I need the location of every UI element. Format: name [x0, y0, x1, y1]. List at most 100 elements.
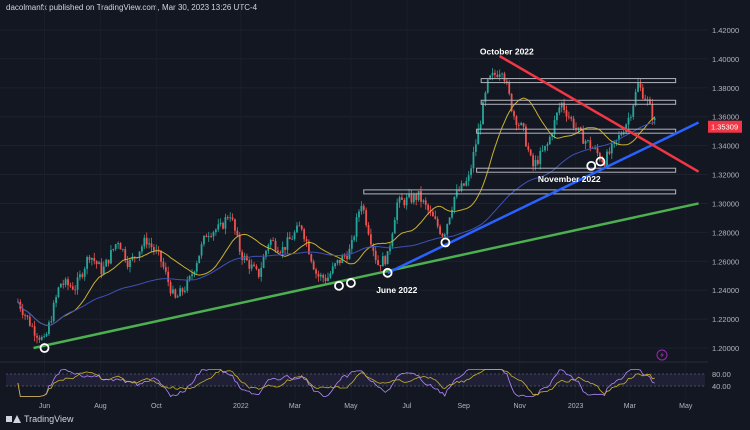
tradingview-footer[interactable]: TradingView	[6, 414, 74, 424]
candle-body	[238, 235, 241, 252]
candlestick-series	[17, 68, 656, 344]
candle-body	[548, 136, 551, 145]
candle-body	[558, 107, 561, 113]
candle-body	[596, 147, 599, 154]
candle-body	[525, 126, 527, 147]
candle-body	[520, 123, 523, 125]
candle-body	[482, 102, 484, 125]
candle-body	[102, 266, 105, 275]
price-tick-label: 1.36000	[712, 113, 739, 122]
candle-body	[236, 230, 239, 236]
time-tick-label: Oct	[151, 403, 162, 410]
footer-brand: TradingView	[24, 414, 74, 424]
price-tick-label: 1.22000	[712, 315, 739, 324]
candle-body	[606, 151, 608, 167]
candle-body	[391, 233, 394, 247]
candle-body	[200, 244, 203, 256]
touch-points	[39, 156, 606, 353]
candle-body	[465, 181, 468, 186]
candle-body	[186, 279, 189, 291]
candle-body	[298, 225, 301, 227]
candle-body	[513, 111, 515, 117]
candle-body	[544, 145, 546, 151]
candle-body	[265, 250, 267, 257]
candle-body	[219, 222, 222, 225]
candle-body	[517, 124, 520, 126]
candle-body	[503, 73, 506, 82]
candle-body	[367, 225, 370, 235]
time-tick-label: 2023	[568, 403, 584, 410]
price-tick-label: 1.30000	[712, 199, 739, 208]
candle-body	[141, 246, 143, 252]
candle-body	[319, 274, 322, 277]
time-axis: Jun Aug Oct 2022 Mar May Jul Sep Nov 2023 Mar May	[39, 403, 693, 410]
candle-body	[327, 277, 329, 282]
candle-body	[121, 249, 124, 251]
horizontal-level	[363, 189, 677, 195]
candle-body	[424, 200, 427, 205]
candle-body	[217, 224, 220, 230]
price-tick-label: 1.34000	[712, 142, 739, 151]
price-tick-label: 1.28000	[712, 228, 739, 237]
price-tick-label: 1.24000	[712, 286, 739, 295]
candle-body	[164, 267, 167, 272]
candle-body	[498, 74, 501, 77]
candle-body	[527, 146, 530, 150]
candle-body	[608, 151, 611, 154]
time-tick-label: Mar	[624, 403, 637, 410]
touch-point-marker	[334, 280, 344, 291]
candle-body	[40, 336, 43, 340]
candle-body	[272, 239, 275, 241]
candle-body	[67, 279, 69, 286]
candle-body	[308, 241, 310, 255]
lightning-icon	[656, 349, 668, 361]
green-support-line	[33, 202, 699, 350]
candle-body	[269, 239, 272, 245]
touch-point-marker	[382, 267, 393, 278]
candle-body	[496, 74, 499, 77]
candle-body	[644, 98, 647, 101]
time-tick-label: May	[679, 403, 693, 410]
candle-body	[334, 263, 337, 267]
candle-body	[90, 257, 93, 260]
oscillator-line	[17, 369, 655, 398]
candle-body	[176, 296, 179, 298]
candle-body	[434, 216, 437, 219]
oscillator-tick-label: 40.00	[712, 382, 731, 391]
candle-body	[50, 321, 53, 323]
candle-body	[193, 271, 196, 275]
moving-averages	[17, 97, 655, 326]
candle-body	[152, 247, 155, 251]
price-tick-label: 1.42000	[712, 26, 739, 35]
candle-body	[420, 191, 422, 202]
trendlines	[33, 54, 700, 350]
time-tick-label: May	[344, 403, 358, 410]
candle-body	[110, 249, 112, 264]
candle-body	[329, 273, 332, 278]
candle-body	[253, 264, 255, 267]
price-axis: 1.42000 1.40000 1.38000 1.36000 1.34000 1.320…	[708, 26, 742, 353]
candle-body	[286, 237, 289, 250]
candle-body	[381, 256, 384, 267]
candle-body	[174, 289, 177, 298]
candle-body	[293, 232, 296, 240]
candle-body	[453, 196, 456, 211]
oscillator-tick-label: 80.00	[712, 370, 731, 379]
time-tick-label: 2022	[233, 403, 249, 410]
candle-body	[594, 147, 597, 149]
candle-body	[81, 274, 84, 277]
candle-body	[145, 237, 148, 245]
candle-body	[436, 218, 439, 227]
candle-body	[441, 233, 444, 237]
candle-body	[119, 243, 122, 250]
candle-body	[241, 251, 244, 260]
candle-body	[214, 229, 217, 233]
candle-body	[639, 83, 642, 88]
candle-body	[36, 335, 38, 338]
candle-body	[439, 226, 441, 234]
candle-body	[618, 135, 620, 140]
candle-body	[234, 219, 236, 231]
candle-body	[31, 325, 34, 327]
annotation-label: October 2022	[480, 47, 534, 57]
